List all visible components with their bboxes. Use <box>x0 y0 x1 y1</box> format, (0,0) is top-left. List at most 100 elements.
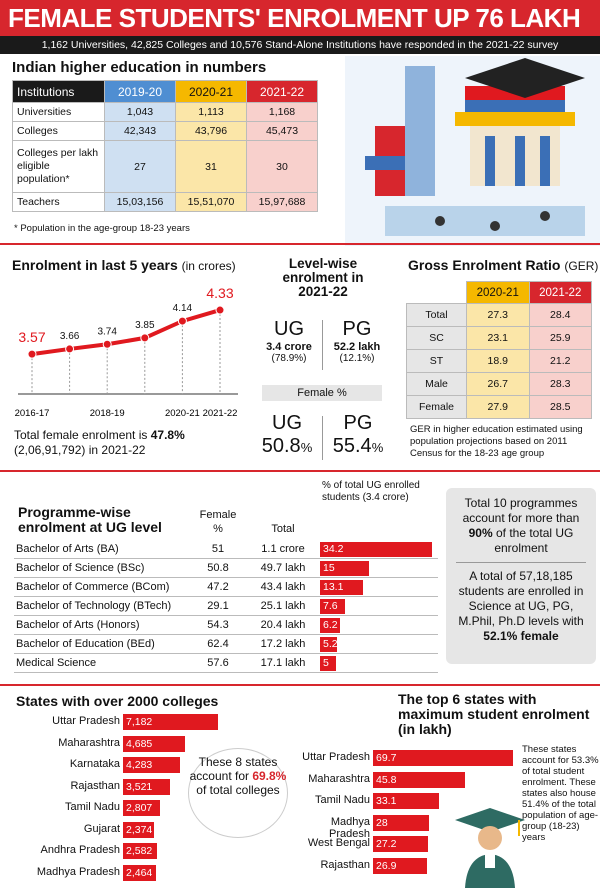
numbers-row-label: Teachers <box>12 192 105 212</box>
programme-female: 47.2 <box>207 581 229 593</box>
education-illustration <box>345 56 600 246</box>
ger-cell: 18.9 <box>466 349 530 373</box>
x-tick-label: 2016-17 <box>15 408 50 419</box>
programme-bar-label: 34.2 <box>323 543 344 555</box>
programme-label: Bachelor of Arts (Honors) <box>16 619 140 631</box>
programme-bar: 5.2 <box>320 637 338 652</box>
ger-row-label: ST <box>406 349 467 373</box>
top-states-state-label: West Bengal <box>307 837 370 849</box>
numbers-cell: 15,97,688 <box>246 192 318 212</box>
level-ug-label: UG <box>274 318 304 340</box>
top-states-bar: 69.7 <box>373 750 513 766</box>
ger-cell: 28.4 <box>528 303 592 327</box>
colleges-state-label: Madhya Pradesh <box>36 865 120 878</box>
page-title: FEMALE STUDENTS' ENROLMENT UP 76 LAKH IN… <box>0 0 600 69</box>
numbers-header-2019: 2019-20 <box>104 80 176 103</box>
level-female-ug-label: UG <box>272 412 302 434</box>
colleges-row: Uttar Pradesh 7,182 <box>10 712 250 734</box>
top-states-bar-label: 26.9 <box>376 859 397 872</box>
numbers-cell: 27 <box>104 140 176 193</box>
numbers-cell: 15,03,156 <box>104 192 176 212</box>
numbers-row-label: Colleges <box>12 121 105 141</box>
programme-table: Bachelor of Arts (BA) 51 1.1 crore 34.2 Bach… <box>14 540 438 673</box>
ger-cell: 21.2 <box>528 349 592 373</box>
colleges-bar: 4,685 <box>123 735 185 752</box>
programme-label: Medical Science <box>16 657 97 669</box>
top-states-row: Madhya Pradesh 28 <box>300 813 525 840</box>
programme-bar-label: 5.2 <box>323 638 338 650</box>
top-states-row: Rajasthan 26.9 <box>300 856 525 878</box>
colleges-bar-label: 4,283 <box>126 759 153 771</box>
data-label: 4.33 <box>206 285 233 301</box>
ger-header-blank <box>407 282 467 304</box>
top-states-row: Tamil Nadu 33.1 <box>300 791 525 813</box>
numbers-cell: 1,113 <box>175 102 247 122</box>
programme-bar-label: 7.6 <box>323 600 338 612</box>
level-female-separator <box>322 416 323 460</box>
colleges-row: Karnataka 4,283 <box>10 755 250 777</box>
ger-row-label: SC <box>406 326 467 350</box>
ger-title-text: Gross Enrolment Ratio <box>408 257 561 273</box>
numbers-cell: 30 <box>246 140 318 193</box>
numbers-header-2020: 2020-21 <box>175 80 247 103</box>
programme-title-line1: Programme-wise <box>18 504 131 520</box>
colleges-bubble-b: 69.8% <box>252 769 287 783</box>
colleges-bar: 7,182 <box>123 714 218 730</box>
level-ug-value: 3.4 crore <box>266 341 312 353</box>
programme-side-1b: 90% <box>468 526 493 540</box>
programme-total: 1.1 crore <box>261 543 305 555</box>
level-female-pg-value: 55.4 <box>332 435 372 457</box>
top-states-state-label: Uttar Pradesh <box>302 751 370 763</box>
graduate-icon <box>455 808 525 888</box>
numbers-title: Indian higher education in numbers <box>12 59 267 76</box>
level-female-ug: UG 50.8% <box>252 412 322 458</box>
top-states-chart: Uttar Pradesh 69.7 Maharashtra 45.8 Tamil Na… <box>300 748 525 877</box>
programme-label: Bachelor of Education (BEd) <box>16 638 155 650</box>
ger-cell: 28.5 <box>528 395 592 419</box>
programme-total: 25.1 lakh <box>260 600 306 612</box>
programme-row: Bachelor of Education (BEd) 62.4 17.2 lakh… <box>14 635 438 654</box>
top-states-state-label: Tamil Nadu <box>314 794 370 806</box>
programme-row: Bachelor of Arts (Honors) 54.3 20.4 lakh 6.… <box>14 616 438 635</box>
numbers-table: Institutions 2019-20 2020-21 2021-22 Uni… <box>12 80 318 212</box>
enrolment-line-chart: 3.57 3.66 3.74 3.85 4.14 4.33 2016-17 2018-19 20… <box>15 285 238 419</box>
programme-female: 57.6 <box>207 657 229 669</box>
enrolment-title: Enrolment in last 5 years (in crores) <box>12 257 236 273</box>
colleges-row: Madhya Pradesh 2,464 <box>10 863 250 885</box>
programme-row: Medical Science 57.6 17.1 lakh 5 <box>14 654 438 673</box>
data-label: 3.57 <box>18 329 45 345</box>
data-point <box>177 316 187 326</box>
data-label: 4.14 <box>173 303 193 314</box>
colleges-bar-label: 2,582 <box>126 845 153 857</box>
enrolment-total-detail: (2,06,91,792) in 2021-22 <box>14 443 146 457</box>
enrolment-total-pct: 47.8% <box>150 428 185 442</box>
programme-label: Bachelor of Science (BSc) <box>16 562 145 574</box>
programme-label: Bachelor of Arts (BA) <box>16 543 119 555</box>
colleges-bar-label: 2,374 <box>126 823 153 836</box>
ger-row-label: Total <box>406 303 467 327</box>
programme-total: 49.7 lakh <box>260 562 306 574</box>
colleges-state-label: Tamil Nadu <box>64 801 120 813</box>
colleges-state-label: Karnataka <box>69 758 120 770</box>
programme-col-female: Female % <box>199 509 237 535</box>
numbers-cell: 31 <box>175 140 247 193</box>
enrolment-title-unit: (in crores) <box>181 259 236 273</box>
section-divider <box>0 243 600 245</box>
numbers-cell: 15,51,070 <box>175 192 247 212</box>
programme-bar: 34.2 <box>320 542 432 557</box>
enrolment-title-text: Enrolment in last 5 years <box>12 257 178 273</box>
numbers-cell: 1,043 <box>104 102 176 122</box>
enrolment-total: Total female enrolment is 47.8% (2,06,91… <box>14 428 249 458</box>
programme-bar: 7.6 <box>320 599 345 614</box>
top-states-bar: 33.1 <box>373 793 440 809</box>
colleges-state-label: Andhra Pradesh <box>40 844 121 856</box>
programme-bar: 13.1 <box>320 580 363 595</box>
colleges-bubble-a: These 8 states account for <box>189 755 278 783</box>
numbers-row-label: Colleges per lakh eligible population* <box>12 140 105 193</box>
data-point <box>140 333 150 343</box>
level-ug-block: UG 3.4 crore (78.9%) <box>256 318 322 364</box>
colleges-state-label: Gujarat <box>83 822 120 835</box>
programme-female: 62.4 <box>207 638 229 650</box>
data-label: 3.74 <box>97 326 117 337</box>
programme-row: Bachelor of Technology (BTech) 29.1 25.1 l… <box>14 597 438 616</box>
